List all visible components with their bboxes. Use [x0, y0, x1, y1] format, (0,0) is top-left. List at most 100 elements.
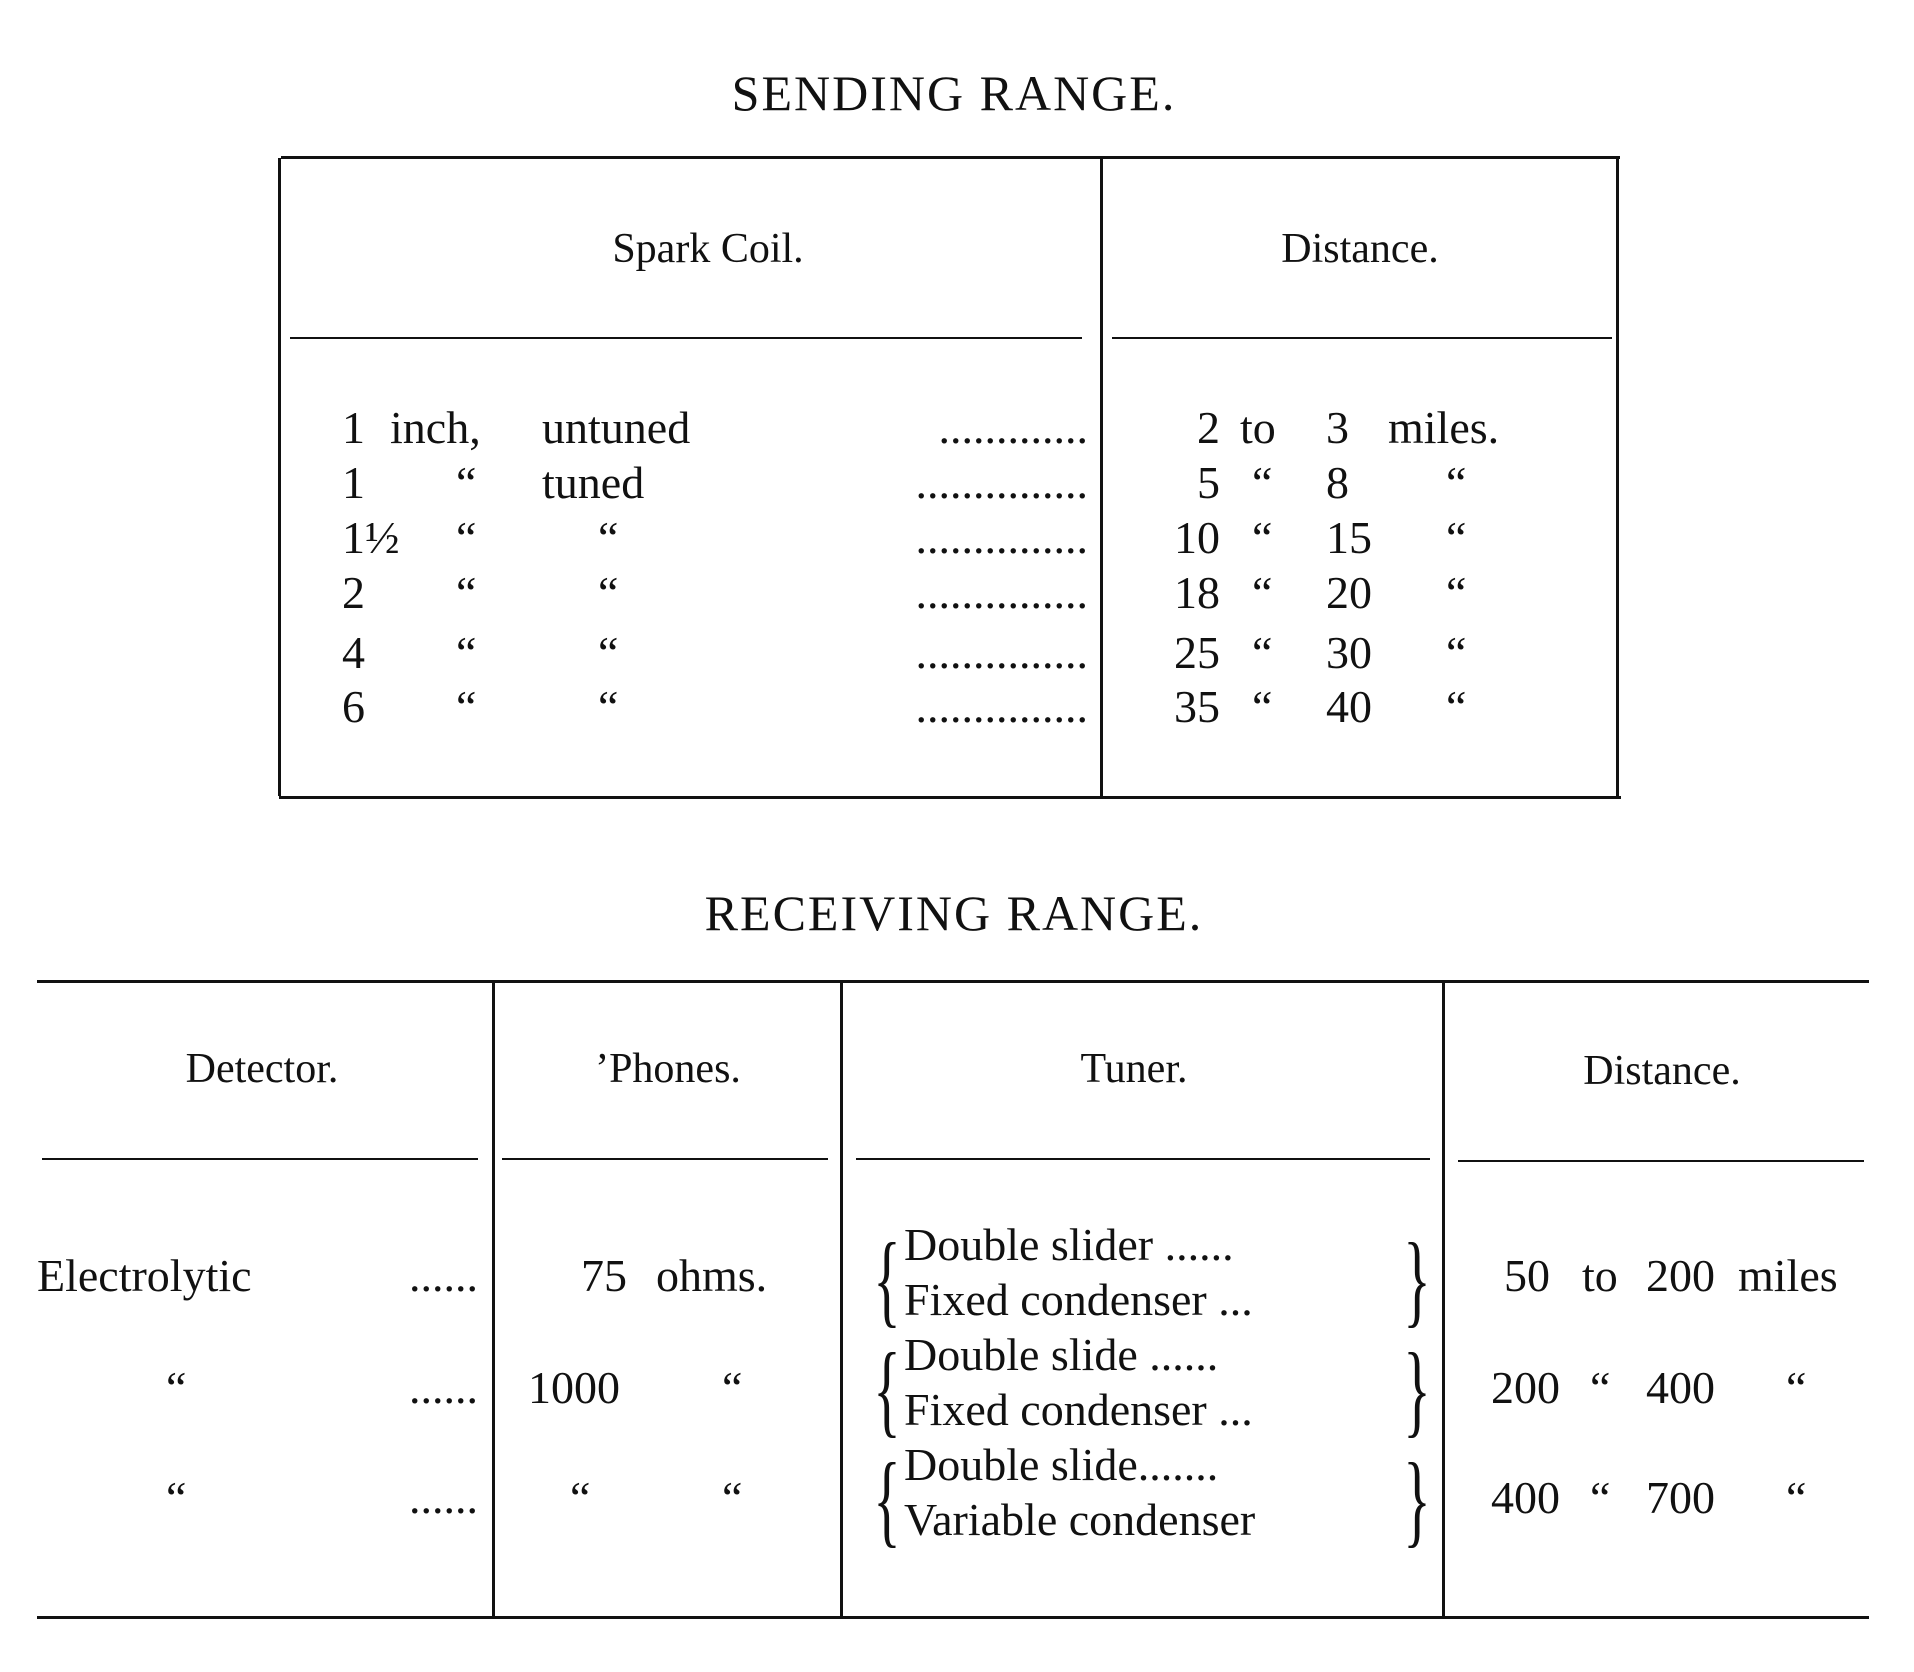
- distance-to: 400: [1646, 1362, 1715, 1413]
- distance-separator: “: [1252, 512, 1273, 563]
- header-underline: [856, 1158, 1430, 1160]
- distance-unit: “: [1446, 512, 1467, 563]
- table-rule-top: [281, 156, 1620, 159]
- coil-size: 2: [342, 567, 365, 618]
- tuner-item: Double slide ......: [904, 1329, 1219, 1380]
- distance-separator: to: [1582, 1250, 1618, 1301]
- left-brace: {: [873, 1332, 901, 1447]
- coil-size: 1½: [342, 512, 400, 563]
- header-underline: [42, 1158, 478, 1160]
- tuner-item: Fixed condenser ...: [904, 1384, 1253, 1435]
- leader-dots: ...............: [915, 457, 1089, 508]
- phones-unit: “: [722, 1472, 743, 1523]
- distance-to: 15: [1326, 512, 1372, 563]
- left-brace: {: [873, 1442, 901, 1557]
- tuner-item: Double slider ......: [904, 1219, 1234, 1270]
- right-brace: }: [1403, 1222, 1431, 1337]
- distance-to: 700: [1646, 1472, 1715, 1523]
- table-rule-bottom: [279, 796, 1621, 799]
- right-brace: }: [1403, 1442, 1431, 1557]
- distance-to: 20: [1326, 567, 1372, 618]
- coil-type: “: [598, 567, 619, 618]
- header-underline: [502, 1158, 828, 1160]
- distance-unit: “: [1446, 567, 1467, 618]
- coil-size: 6: [342, 681, 365, 732]
- right-brace: }: [1403, 1332, 1431, 1447]
- receiving-range-title: RECEIVING RANGE.: [704, 885, 1204, 941]
- table-border-left: [278, 158, 281, 796]
- distance-unit: miles: [1738, 1250, 1838, 1301]
- header-distance: Distance.: [1583, 1048, 1741, 1094]
- distance-to: 200: [1646, 1250, 1715, 1301]
- distance-from: 50: [1504, 1250, 1550, 1301]
- distance-unit: “: [1446, 627, 1467, 678]
- distance-from: 2: [1197, 402, 1220, 453]
- coil-unit: “: [456, 457, 477, 508]
- column-divider: [1100, 158, 1103, 796]
- header-underline: [1458, 1160, 1864, 1162]
- distance-unit: “: [1786, 1362, 1807, 1413]
- distance-to: 8: [1326, 457, 1349, 508]
- distance-to: 30: [1326, 627, 1372, 678]
- distance-unit: “: [1786, 1472, 1807, 1523]
- leader-dots: .............: [938, 402, 1089, 453]
- coil-unit: “: [456, 627, 477, 678]
- header-tuner: Tuner.: [1080, 1046, 1188, 1092]
- phones-unit: “: [722, 1362, 743, 1413]
- table-rule-bottom: [37, 1616, 1869, 1619]
- phones-unit: ohms.: [656, 1250, 768, 1301]
- distance-unit: miles.: [1388, 402, 1500, 453]
- coil-type: tuned: [542, 457, 645, 508]
- distance-from: 10: [1174, 512, 1220, 563]
- coil-unit: “: [456, 681, 477, 732]
- coil-type: “: [598, 627, 619, 678]
- distance-separator: “: [1252, 627, 1273, 678]
- distance-from: 200: [1491, 1362, 1560, 1413]
- header-phones: ’Phones.: [595, 1046, 741, 1092]
- leader-dots: ...............: [915, 512, 1089, 563]
- detector: Electrolytic: [37, 1250, 252, 1301]
- tuner-item: Double slide.......: [904, 1439, 1219, 1490]
- leader-dots: ......: [409, 1472, 478, 1523]
- distance-separator: to: [1240, 402, 1276, 453]
- column-divider: [1442, 982, 1445, 1616]
- distance-from: 35: [1174, 681, 1220, 732]
- leader-dots: ......: [409, 1362, 478, 1413]
- phones-value: 75: [581, 1250, 627, 1301]
- distance-from: 400: [1491, 1472, 1560, 1523]
- coil-size: 4: [342, 627, 365, 678]
- coil-type: “: [598, 512, 619, 563]
- distance-from: 18: [1174, 567, 1220, 618]
- header-distance: Distance.: [1281, 226, 1439, 272]
- column-divider: [492, 982, 495, 1616]
- tuner-item: Fixed condenser ...: [904, 1274, 1253, 1325]
- distance-from: 5: [1197, 457, 1220, 508]
- distance-from: 25: [1174, 627, 1220, 678]
- coil-type: “: [598, 681, 619, 732]
- leader-dots: ...............: [915, 627, 1089, 678]
- detector: “: [166, 1362, 187, 1413]
- sending-range-title: SENDING RANGE.: [731, 65, 1177, 121]
- distance-unit: “: [1446, 681, 1467, 732]
- distance-separator: “: [1590, 1362, 1611, 1413]
- header-spark-coil: Spark Coil.: [612, 226, 804, 272]
- header-detector: Detector.: [185, 1046, 339, 1092]
- coil-size: 1: [342, 402, 365, 453]
- header-underline: [1112, 337, 1612, 339]
- detector: “: [166, 1472, 187, 1523]
- coil-unit: “: [456, 512, 477, 563]
- coil-type: untuned: [542, 402, 691, 453]
- phones-value: 1000: [528, 1362, 620, 1413]
- coil-unit: “: [456, 567, 477, 618]
- distance-unit: “: [1446, 457, 1467, 508]
- distance-to: 40: [1326, 681, 1372, 732]
- leader-dots: ......: [409, 1250, 478, 1301]
- table-border-right: [1616, 158, 1619, 796]
- distance-separator: “: [1590, 1472, 1611, 1523]
- distance-to: 3: [1326, 402, 1349, 453]
- distance-separator: “: [1252, 681, 1273, 732]
- left-brace: {: [873, 1222, 901, 1337]
- header-underline: [290, 337, 1082, 339]
- coil-size: 1: [342, 457, 365, 508]
- table-rule-top: [37, 980, 1869, 983]
